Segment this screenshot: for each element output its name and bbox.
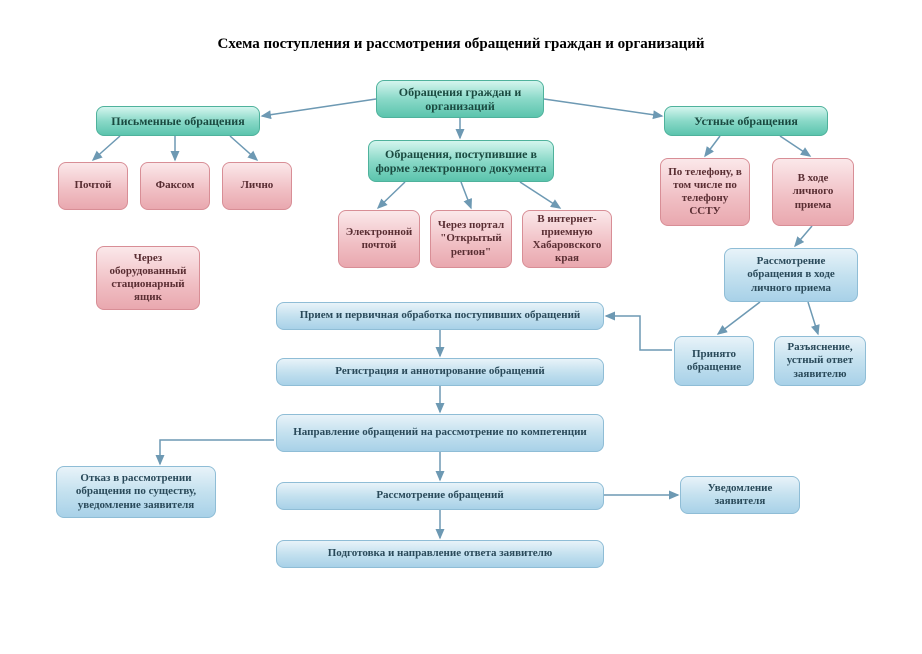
node-n8: По телефону, в том числе по телефону ССТ… xyxy=(660,158,750,226)
node-n3: Устные обращения xyxy=(664,106,828,136)
arrow-n14-n17 xyxy=(808,302,818,334)
node-n2: Письменные обращения xyxy=(96,106,260,136)
node-n22: Уведомление заявителя xyxy=(680,476,800,514)
node-n13: Через оборудованный стационарный ящик xyxy=(96,246,200,310)
node-n15: Прием и первичная обработка поступивших … xyxy=(276,302,604,330)
node-n23: Подготовка и направление ответа заявител… xyxy=(276,540,604,568)
node-n17: Разъяснение, устный ответ заявителю xyxy=(774,336,866,386)
node-n6: Факсом xyxy=(140,162,210,210)
node-n9: В ходе личного приема xyxy=(772,158,854,226)
node-n5: Почтой xyxy=(58,162,128,210)
node-n19: Направление обращений на рассмотрение по… xyxy=(276,414,604,452)
node-n18: Регистрация и аннотирование обращений xyxy=(276,358,604,386)
node-n14: Рассмотрение обращения в ходе личного пр… xyxy=(724,248,858,302)
node-n4: Обращения, поступившие в форме электронн… xyxy=(368,140,554,182)
node-n21: Рассмотрение обращений xyxy=(276,482,604,510)
node-n1: Обращения граждан и организаций xyxy=(376,80,544,118)
arrow-n2-n7 xyxy=(230,136,257,160)
arrow-n3-n9 xyxy=(780,136,810,156)
arrow-n16-n15 xyxy=(606,316,672,350)
node-n11: Через портал "Открытый регион" xyxy=(430,210,512,268)
arrow-n9-n14 xyxy=(795,226,812,246)
node-n12: В интернет-приемную Хабаровского края xyxy=(522,210,612,268)
arrow-n3-n8 xyxy=(705,136,720,156)
node-n7: Лично xyxy=(222,162,292,210)
arrow-n1-n2 xyxy=(262,99,376,116)
arrow-n4-n11 xyxy=(461,182,471,208)
arrow-n19-n20 xyxy=(160,440,274,464)
node-n16: Принято обращение xyxy=(674,336,754,386)
node-n20: Отказ в рассмотрении обращения по сущест… xyxy=(56,466,216,518)
diagram-title: Схема поступления и рассмотрения обращен… xyxy=(0,36,922,53)
arrow-n4-n12 xyxy=(520,182,560,208)
node-n10: Электронной почтой xyxy=(338,210,420,268)
arrow-n1-n3 xyxy=(544,99,662,116)
arrow-n4-n10 xyxy=(378,182,405,208)
arrow-n2-n5 xyxy=(93,136,120,160)
arrow-n14-n16 xyxy=(718,302,760,334)
